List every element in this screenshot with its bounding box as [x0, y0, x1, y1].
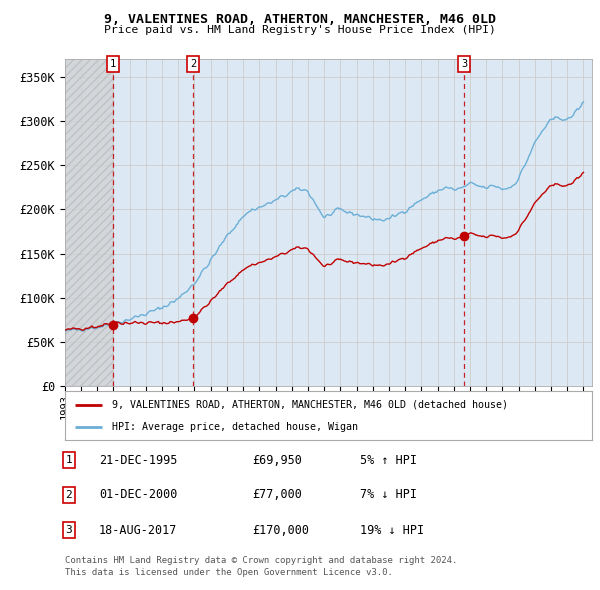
Text: 5% ↑ HPI: 5% ↑ HPI [360, 454, 417, 467]
Bar [65, 59, 113, 386]
Text: 9, VALENTINES ROAD, ATHERTON, MANCHESTER, M46 0LD (detached house): 9, VALENTINES ROAD, ATHERTON, MANCHESTER… [112, 399, 508, 409]
Text: Price paid vs. HM Land Registry's House Price Index (HPI): Price paid vs. HM Land Registry's House … [104, 25, 496, 35]
Text: 2: 2 [65, 490, 73, 500]
Text: 7% ↓ HPI: 7% ↓ HPI [360, 489, 417, 502]
Text: 21-DEC-1995: 21-DEC-1995 [99, 454, 178, 467]
Text: 01-DEC-2000: 01-DEC-2000 [99, 489, 178, 502]
Text: £77,000: £77,000 [252, 489, 302, 502]
Text: 9, VALENTINES ROAD, ATHERTON, MANCHESTER, M46 0LD: 9, VALENTINES ROAD, ATHERTON, MANCHESTER… [104, 13, 496, 26]
Text: £69,950: £69,950 [252, 454, 302, 467]
Text: 3: 3 [65, 525, 73, 535]
Text: 1: 1 [65, 455, 73, 465]
Text: 2: 2 [190, 59, 196, 69]
Text: HPI: Average price, detached house, Wigan: HPI: Average price, detached house, Wiga… [112, 422, 358, 432]
Text: 18-AUG-2017: 18-AUG-2017 [99, 523, 178, 536]
Text: 19% ↓ HPI: 19% ↓ HPI [360, 523, 424, 536]
Text: 3: 3 [461, 59, 467, 69]
Text: Contains HM Land Registry data © Crown copyright and database right 2024.
This d: Contains HM Land Registry data © Crown c… [65, 556, 457, 577]
Text: 1: 1 [110, 59, 116, 69]
Text: £170,000: £170,000 [252, 523, 309, 536]
